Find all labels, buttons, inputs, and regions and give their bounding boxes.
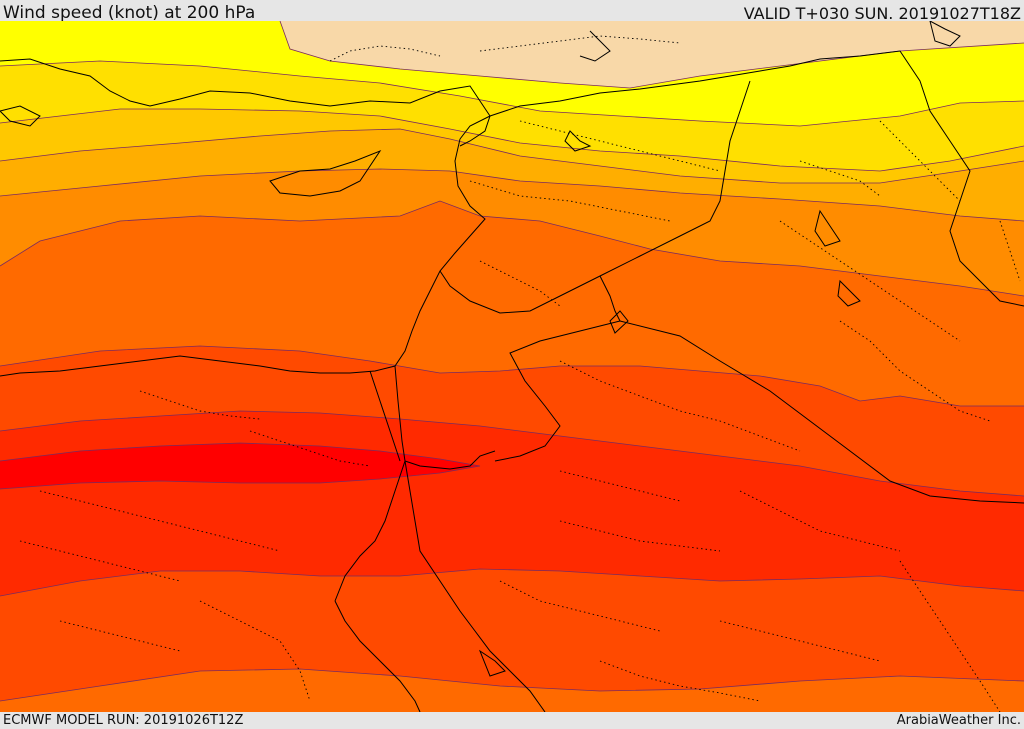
contour-lines bbox=[0, 21, 1024, 702]
wind-band-fill bbox=[0, 169, 1024, 296]
coastlines bbox=[0, 21, 961, 712]
country-borders bbox=[369, 50, 1024, 504]
valid-time: VALID T+030 SUN. 20191027T18Z bbox=[743, 4, 1021, 23]
province-boundaries bbox=[19, 35, 1021, 712]
map-title: Wind speed (knot) at 200 hPa bbox=[3, 3, 256, 23]
wind-band-fill bbox=[0, 346, 1024, 496]
wind-band-fill bbox=[0, 21, 1024, 126]
wind-band-fill bbox=[280, 21, 1024, 88]
wind-band-fill bbox=[0, 201, 1024, 406]
wind-band-fill bbox=[0, 443, 480, 489]
credit-label: ArabiaWeather Inc. bbox=[896, 713, 1021, 728]
model-run-label: ECMWF MODEL RUN: 20191026T12Z bbox=[3, 713, 244, 728]
wind-speed-map bbox=[0, 21, 1024, 712]
wind-band-fill bbox=[0, 61, 1024, 171]
wind-band-fill bbox=[0, 669, 1024, 712]
